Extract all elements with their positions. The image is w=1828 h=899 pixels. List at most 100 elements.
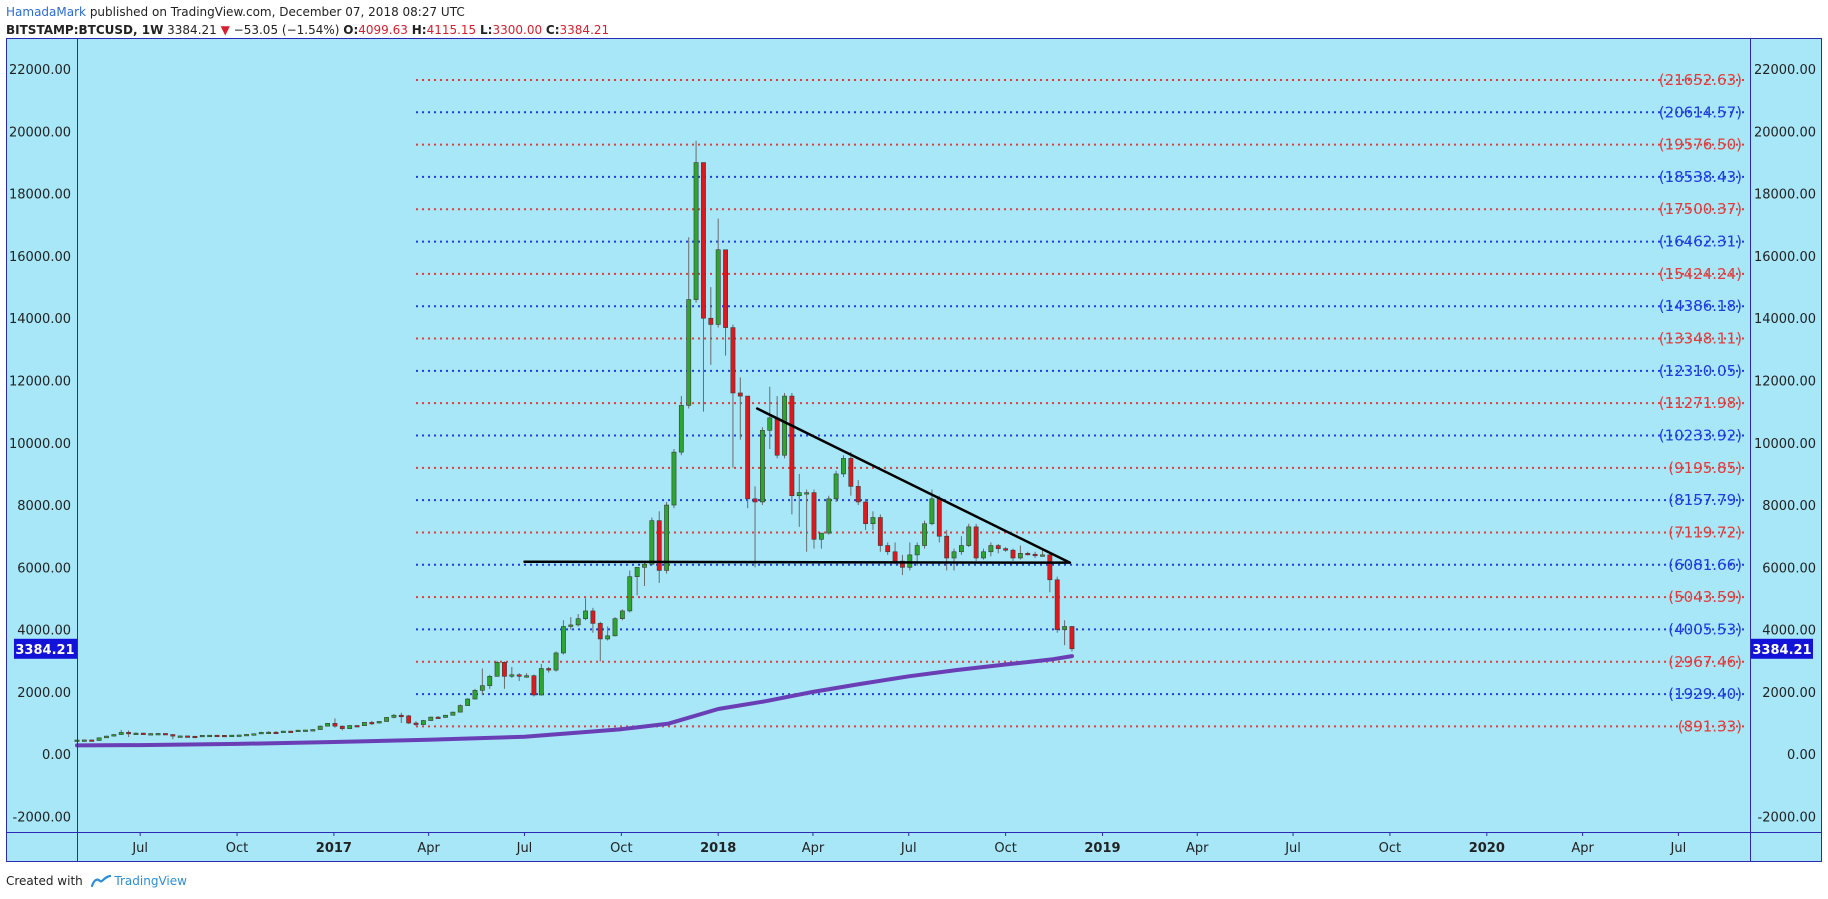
candle xyxy=(221,735,227,738)
open-value: 4099.63 xyxy=(358,23,408,37)
candle-body xyxy=(789,395,795,497)
candle xyxy=(347,725,353,729)
candle-body xyxy=(634,567,640,577)
candle-body xyxy=(362,722,367,726)
publish-header: HamadaMark published on TradingView.com,… xyxy=(6,4,465,20)
candle xyxy=(966,523,972,548)
y-tick-label-right: 2000.00 xyxy=(1762,686,1816,701)
time-axis[interactable]: Jul Oct 2017 Apr Jul Oct 2018 Apr Jul Oct 2019 Apr J… xyxy=(131,832,1686,856)
candle xyxy=(185,735,190,738)
candle xyxy=(1040,550,1045,557)
candle-body xyxy=(450,711,456,716)
author-link[interactable]: HamadaMark xyxy=(6,5,86,19)
candle-body xyxy=(332,723,338,727)
x-tick-label: Jul xyxy=(1670,841,1687,856)
candle xyxy=(922,520,927,549)
candle xyxy=(413,721,419,727)
x-tick-label: 2018 xyxy=(700,841,736,856)
candle-body xyxy=(995,545,1001,549)
candle xyxy=(118,729,124,735)
ohlc-legend: BITSTAMP:BTCUSD, 1W 3384.21 ▼ −53.05 (−1… xyxy=(6,22,609,38)
candle xyxy=(229,734,235,737)
candle-body xyxy=(914,545,920,556)
candle xyxy=(362,722,367,726)
support-trendline xyxy=(523,560,1072,564)
candle-body xyxy=(472,690,478,700)
x-tick-label: Jul xyxy=(131,841,148,856)
candle xyxy=(575,614,581,627)
candle-body xyxy=(737,392,743,397)
candle xyxy=(877,514,883,552)
y-tick-label-right: -2000.00 xyxy=(1758,810,1816,825)
candle-body xyxy=(457,705,463,713)
candle-body xyxy=(339,725,345,729)
y-tick-label-left: 4000.00 xyxy=(17,624,71,639)
candle xyxy=(782,392,787,459)
candle xyxy=(487,674,493,689)
candle-body xyxy=(111,734,117,737)
candle xyxy=(295,729,301,732)
price-change: −53.05 (−1.54%) xyxy=(233,23,340,37)
y-tick-label-left: -2000.00 xyxy=(13,810,71,825)
candle-body xyxy=(678,405,684,453)
candle xyxy=(81,739,87,742)
level-label: (20614.57) xyxy=(1659,103,1742,121)
candle-body xyxy=(900,560,905,568)
candle-body xyxy=(214,734,220,738)
x-tick-label: Oct xyxy=(226,841,248,856)
candle-body xyxy=(760,430,765,503)
candle xyxy=(671,449,677,509)
y-tick-label-right: 8000.00 xyxy=(1762,499,1816,514)
candle xyxy=(708,287,714,365)
candle xyxy=(420,719,426,725)
tradingview-link[interactable]: TradingView xyxy=(114,874,187,888)
x-tick-label: Apr xyxy=(802,841,825,856)
candle xyxy=(981,548,986,560)
y-tick-label-left: 12000.00 xyxy=(9,375,71,390)
candle xyxy=(1010,548,1016,562)
x-tick-label: Jul xyxy=(900,841,917,856)
candle-body xyxy=(494,662,500,677)
candle xyxy=(509,666,515,678)
candle xyxy=(804,489,810,552)
candle xyxy=(244,734,249,737)
footer: Created with TradingView xyxy=(6,873,187,889)
y-tick-label-right: 18000.00 xyxy=(1754,188,1816,203)
plot-area[interactable] xyxy=(6,38,1822,862)
candle-body xyxy=(841,458,846,475)
candle-body xyxy=(561,626,566,654)
candle-body xyxy=(413,722,419,725)
high-value: 4115.15 xyxy=(426,23,477,37)
candle xyxy=(531,674,537,697)
candle-body xyxy=(295,729,301,732)
open-label: O: xyxy=(343,23,359,37)
candle xyxy=(126,730,131,738)
candle-body xyxy=(671,451,677,506)
price-axis[interactable]: 22000.00 22000.00 20000.00 20000.00 18000.00… xyxy=(9,63,1816,825)
candle xyxy=(339,725,345,731)
candle-body xyxy=(1025,553,1031,556)
candle-body xyxy=(951,551,957,559)
candle-body xyxy=(553,652,559,671)
candle xyxy=(354,725,360,728)
candle-body xyxy=(715,249,721,325)
level-label: (17500.37) xyxy=(1659,200,1742,218)
candle-body xyxy=(546,668,552,671)
candle xyxy=(723,249,728,356)
candle xyxy=(619,609,625,621)
candle xyxy=(384,717,389,722)
candle-body xyxy=(597,623,603,640)
moving-average xyxy=(75,654,1074,748)
x-tick-label: Apr xyxy=(1571,841,1594,856)
candle-body xyxy=(723,249,728,328)
candle-body xyxy=(855,486,861,503)
candle xyxy=(863,498,869,530)
candle xyxy=(811,489,817,549)
candle xyxy=(760,427,765,506)
candle-body xyxy=(126,732,131,735)
candle xyxy=(995,543,1001,554)
candle-body xyxy=(163,733,168,736)
candle xyxy=(428,716,434,721)
candle xyxy=(936,495,942,543)
